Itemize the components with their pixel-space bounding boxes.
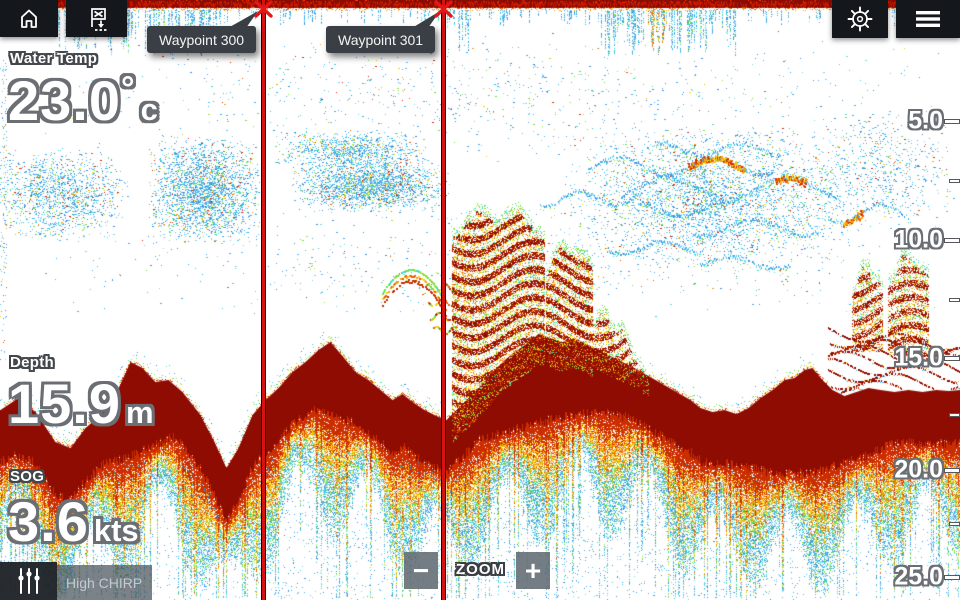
depth-scale-tick (944, 468, 960, 473)
home-icon (21, 9, 37, 28)
depth-unit: m (126, 395, 154, 430)
degree-symbol: ° (121, 70, 135, 108)
depth-value: 15.9 m (8, 376, 154, 432)
depth-scale-label: 5.0 (908, 106, 943, 135)
sonar-adjustments-button[interactable] (0, 562, 57, 600)
helm-wheel-icon (847, 6, 873, 32)
waypoint-track-line-301 (441, 0, 446, 600)
menu-button[interactable] (896, 0, 960, 38)
zoom-label: ZOOM (456, 561, 505, 578)
depth-scale-label: 25.0 (894, 562, 943, 591)
depth-scale-minor-tick (949, 413, 960, 417)
zoom-in-button[interactable]: + (516, 552, 550, 589)
depth-scale-tick (944, 575, 960, 580)
sog-number: 3.6 (8, 490, 89, 553)
depth-scale-tick (944, 238, 960, 243)
water-temp-value: 23.0°c (8, 72, 158, 129)
sonar-channel-label: High CHIRP (66, 574, 143, 591)
depth-scale-tick (944, 119, 960, 124)
depth-scale-label: 15.0 (894, 343, 943, 372)
sliders-icon (17, 568, 40, 594)
waypoint-tooltip-label: Waypoint 301 (338, 31, 424, 48)
waypoint-tooltip-label: Waypoint 300 (159, 31, 245, 48)
plus-icon: + (524, 554, 542, 586)
depth-scale-minor-tick (949, 179, 960, 183)
water-temp-label: Water Temp (10, 50, 98, 67)
zoom-out-button[interactable]: − (404, 552, 438, 589)
depth-scale-tick (944, 356, 960, 361)
depth-label: Depth (10, 354, 54, 371)
pilot-button[interactable] (832, 0, 888, 38)
depth-scale-minor-tick (949, 522, 960, 526)
waypoint-track-line-300 (261, 0, 266, 600)
depth-scale-label: 20.0 (894, 455, 943, 484)
sonar-channel-badge[interactable]: High CHIRP (57, 565, 152, 600)
sog-value: 3.6 kts (8, 494, 139, 550)
home-button[interactable] (0, 0, 58, 37)
water-temp-unit: c (140, 92, 158, 127)
sog-unit: kts (93, 513, 139, 548)
menu-icon (916, 11, 940, 27)
depth-scale-minor-tick (949, 298, 960, 302)
water-temp-number: 23.0 (8, 69, 121, 132)
waypoint-button[interactable] (66, 0, 127, 37)
sog-label: SOG (10, 468, 45, 485)
depth-number: 15.9 (8, 372, 121, 435)
waypoint-flag-icon (90, 7, 107, 31)
waypoint-tooltip: Waypoint 301 (326, 26, 436, 53)
depth-scale-label: 10.0 (894, 225, 943, 254)
minus-icon: − (412, 554, 430, 586)
waypoint-tooltip: Waypoint 300 (147, 26, 257, 53)
